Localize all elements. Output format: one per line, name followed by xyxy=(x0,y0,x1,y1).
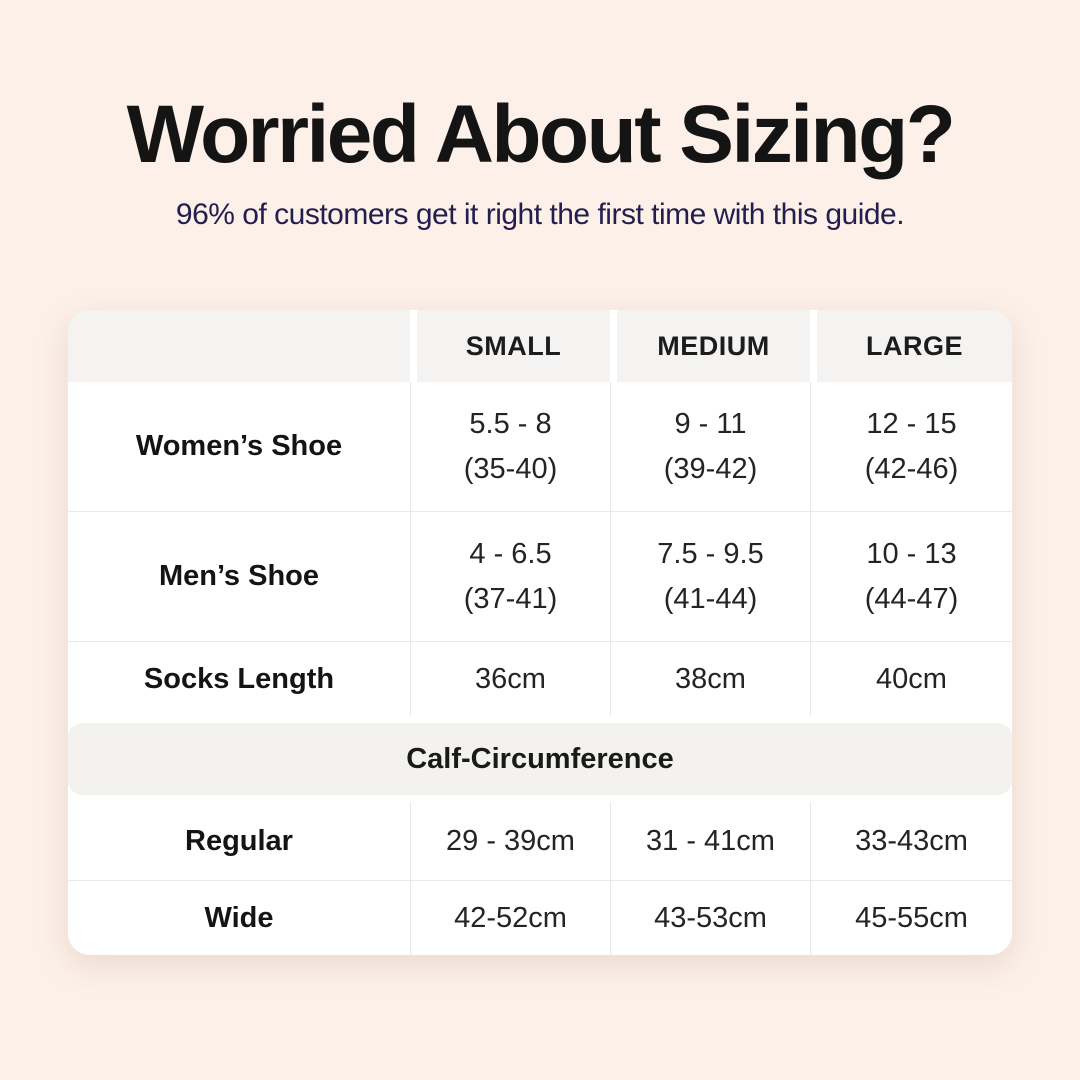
row-label: Socks Length xyxy=(143,662,335,695)
cell-line-1: 42-52cm xyxy=(454,901,567,934)
cell-line-1: 40cm xyxy=(876,662,947,695)
cell-regular-medium: 31 - 41cm xyxy=(610,802,810,881)
cell-socks-large: 40cm xyxy=(810,642,1012,717)
cell-line-2: (35-40) xyxy=(463,452,558,485)
row-label: Regular xyxy=(185,824,293,857)
cell-womens-small: 5.5 - 8 (35-40) xyxy=(410,382,610,512)
cell-mens-small: 4 - 6.5 (37-41) xyxy=(410,512,610,642)
row-label: Wide xyxy=(204,901,274,934)
cell-line-1: 45-55cm xyxy=(855,901,968,934)
cell-mens-medium: 7.5 - 9.5 (41-44) xyxy=(610,512,810,642)
cell-line-1: 12 - 15 xyxy=(866,407,957,440)
cell-line-1: 31 - 41cm xyxy=(646,824,775,857)
header-cell-large: LARGE xyxy=(810,310,1012,383)
page-title: Worried About Sizing? xyxy=(126,89,956,180)
cell-socks-medium: 38cm xyxy=(610,642,810,717)
size-chart-card: SMALL MEDIUM LARGE Women’s Shoe 5.5 - 8 … xyxy=(68,310,1012,956)
cell-socks-small: 36cm xyxy=(410,642,610,717)
cell-line-2: (41-44) xyxy=(663,582,758,615)
table-row-mens-shoe: Men’s Shoe 4 - 6.5 (37-41) 7.5 - 9.5 (41… xyxy=(68,511,1012,642)
cell-line-1: 43-53cm xyxy=(654,901,767,934)
cell-line-1: 33-43cm xyxy=(855,824,968,857)
cell-wide-medium: 43-53cm xyxy=(610,881,810,956)
cell-line-2: (42-46) xyxy=(864,452,959,485)
calf-circumference-section-header: Calf-Circumference xyxy=(68,723,1012,796)
cell-line-1: 4 - 6.5 xyxy=(469,537,552,570)
header-cell-medium: MEDIUM xyxy=(610,310,810,383)
cell-womens-large: 12 - 15 (42-46) xyxy=(810,382,1012,512)
cell-mens-large: 10 - 13 (44-47) xyxy=(810,512,1012,642)
cell-line-1: 36cm xyxy=(475,662,546,695)
cell-wide-large: 45-55cm xyxy=(810,881,1012,956)
cell-regular-large: 33-43cm xyxy=(810,802,1012,881)
row-label: Women’s Shoe xyxy=(135,430,343,463)
header-cell-small: SMALL xyxy=(410,310,610,383)
cell-line-1: 38cm xyxy=(675,662,746,695)
cell-regular-small: 29 - 39cm xyxy=(410,802,610,881)
table-row-womens-shoe: Women’s Shoe 5.5 - 8 (35-40) 9 - 11 (39-… xyxy=(68,382,1012,512)
cell-line-2: (39-42) xyxy=(663,452,758,485)
cell-line-1: 7.5 - 9.5 xyxy=(657,537,764,570)
cell-line-2: (44-47) xyxy=(864,582,959,615)
table-row-wide: Wide 42-52cm 43-53cm 45-55cm xyxy=(68,880,1012,956)
table-row-socks-length: Socks Length 36cm 38cm 40cm xyxy=(68,641,1012,717)
cell-wide-small: 42-52cm xyxy=(410,881,610,956)
header-cell-empty xyxy=(68,310,410,383)
cell-line-1: 10 - 13 xyxy=(866,537,957,570)
cell-line-1: 5.5 - 8 xyxy=(469,407,552,440)
cell-womens-medium: 9 - 11 (39-42) xyxy=(610,382,810,512)
cell-line-1: 29 - 39cm xyxy=(446,824,575,857)
page-header: Worried About Sizing? 96% of customers g… xyxy=(0,0,1080,232)
row-label: Men’s Shoe xyxy=(158,560,320,593)
table-header-row: SMALL MEDIUM LARGE xyxy=(68,310,1012,383)
cell-line-2: (37-41) xyxy=(463,582,558,615)
cell-line-1: 9 - 11 xyxy=(674,407,747,440)
page-subtitle: 96% of customers get it right the first … xyxy=(175,198,905,232)
table-row-regular: Regular 29 - 39cm 31 - 41cm 33-43cm xyxy=(68,802,1012,881)
